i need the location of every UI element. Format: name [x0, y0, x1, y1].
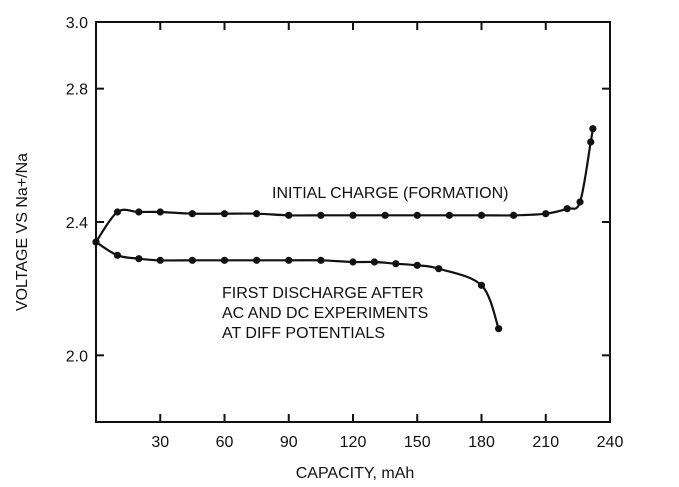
data-point: [435, 265, 443, 273]
data-point: [542, 210, 550, 218]
data-point: [285, 211, 293, 219]
x-tick-label: 30: [151, 434, 169, 451]
y-axis-title: VOLTAGE VS Na+/Na: [14, 153, 31, 311]
data-point: [381, 211, 389, 219]
data-point: [576, 198, 584, 206]
data-point: [589, 125, 597, 133]
x-tick-label: 150: [404, 434, 431, 451]
data-point: [92, 238, 100, 246]
data-point: [495, 325, 503, 333]
data-point: [349, 211, 357, 219]
plot-frame: [95, 21, 611, 423]
data-point: [285, 256, 293, 264]
data-point: [477, 211, 486, 219]
x-tick-label: 90: [280, 434, 298, 451]
x-tick-label: 120: [340, 434, 367, 451]
y-tick-label: 2.4: [66, 215, 88, 232]
data-point: [156, 256, 164, 264]
y-tick-label: 3.0: [66, 15, 88, 32]
data-point: [349, 258, 357, 266]
data-point: [253, 256, 261, 264]
data-point: [445, 211, 453, 219]
data-point: [563, 205, 571, 213]
x-tick-label: 60: [216, 434, 234, 451]
annotation-first-discharge-line-1: FIRST DISCHARGE AFTER: [222, 285, 424, 302]
data-point: [220, 256, 229, 264]
data-point: [135, 208, 143, 216]
data-point: [510, 211, 518, 219]
data-point: [253, 210, 261, 218]
data-point: [188, 256, 196, 264]
series-initial-charge: [92, 125, 597, 246]
annotation-first-discharge-line-2: AC AND DC EXPERIMENTS: [222, 305, 428, 322]
plot-area-border: [95, 21, 611, 423]
data-point: [135, 255, 143, 263]
data-point: [477, 281, 486, 289]
y-tick-label: 2.0: [66, 348, 88, 365]
y-axis-tick-labels: 2.0 2.4 2.8 3.0: [66, 15, 88, 365]
annotation-initial-charge: INITIAL CHARGE (FORMATION): [272, 185, 508, 202]
x-axis-tick-labels: 30 60 90 120 150 180 210 240: [151, 434, 623, 451]
series-first-discharge: [92, 238, 503, 333]
x-tick-label: 210: [532, 434, 559, 451]
data-point: [188, 210, 196, 218]
data-point: [113, 208, 122, 216]
series-line: [95, 241, 500, 330]
y-tick-label: 2.8: [66, 82, 88, 99]
x-axis-ticks: [159, 22, 611, 422]
x-axis-title: CAPACITY, mAh: [296, 465, 415, 482]
data-point: [413, 211, 421, 219]
data-point: [156, 208, 164, 216]
data-point: [392, 260, 400, 268]
x-tick-label: 180: [468, 434, 495, 451]
data-point: [317, 211, 325, 219]
data-point: [220, 210, 229, 218]
y-axis-ticks: [96, 21, 610, 357]
data-point: [370, 258, 379, 266]
data-point: [113, 251, 122, 259]
data-point: [413, 261, 421, 269]
data-point: [317, 256, 325, 264]
x-tick-label: 240: [597, 434, 624, 451]
series-layer: [92, 125, 597, 333]
data-point: [587, 138, 595, 146]
annotation-first-discharge-line-3: AT DIFF POTENTIALS: [222, 325, 385, 342]
